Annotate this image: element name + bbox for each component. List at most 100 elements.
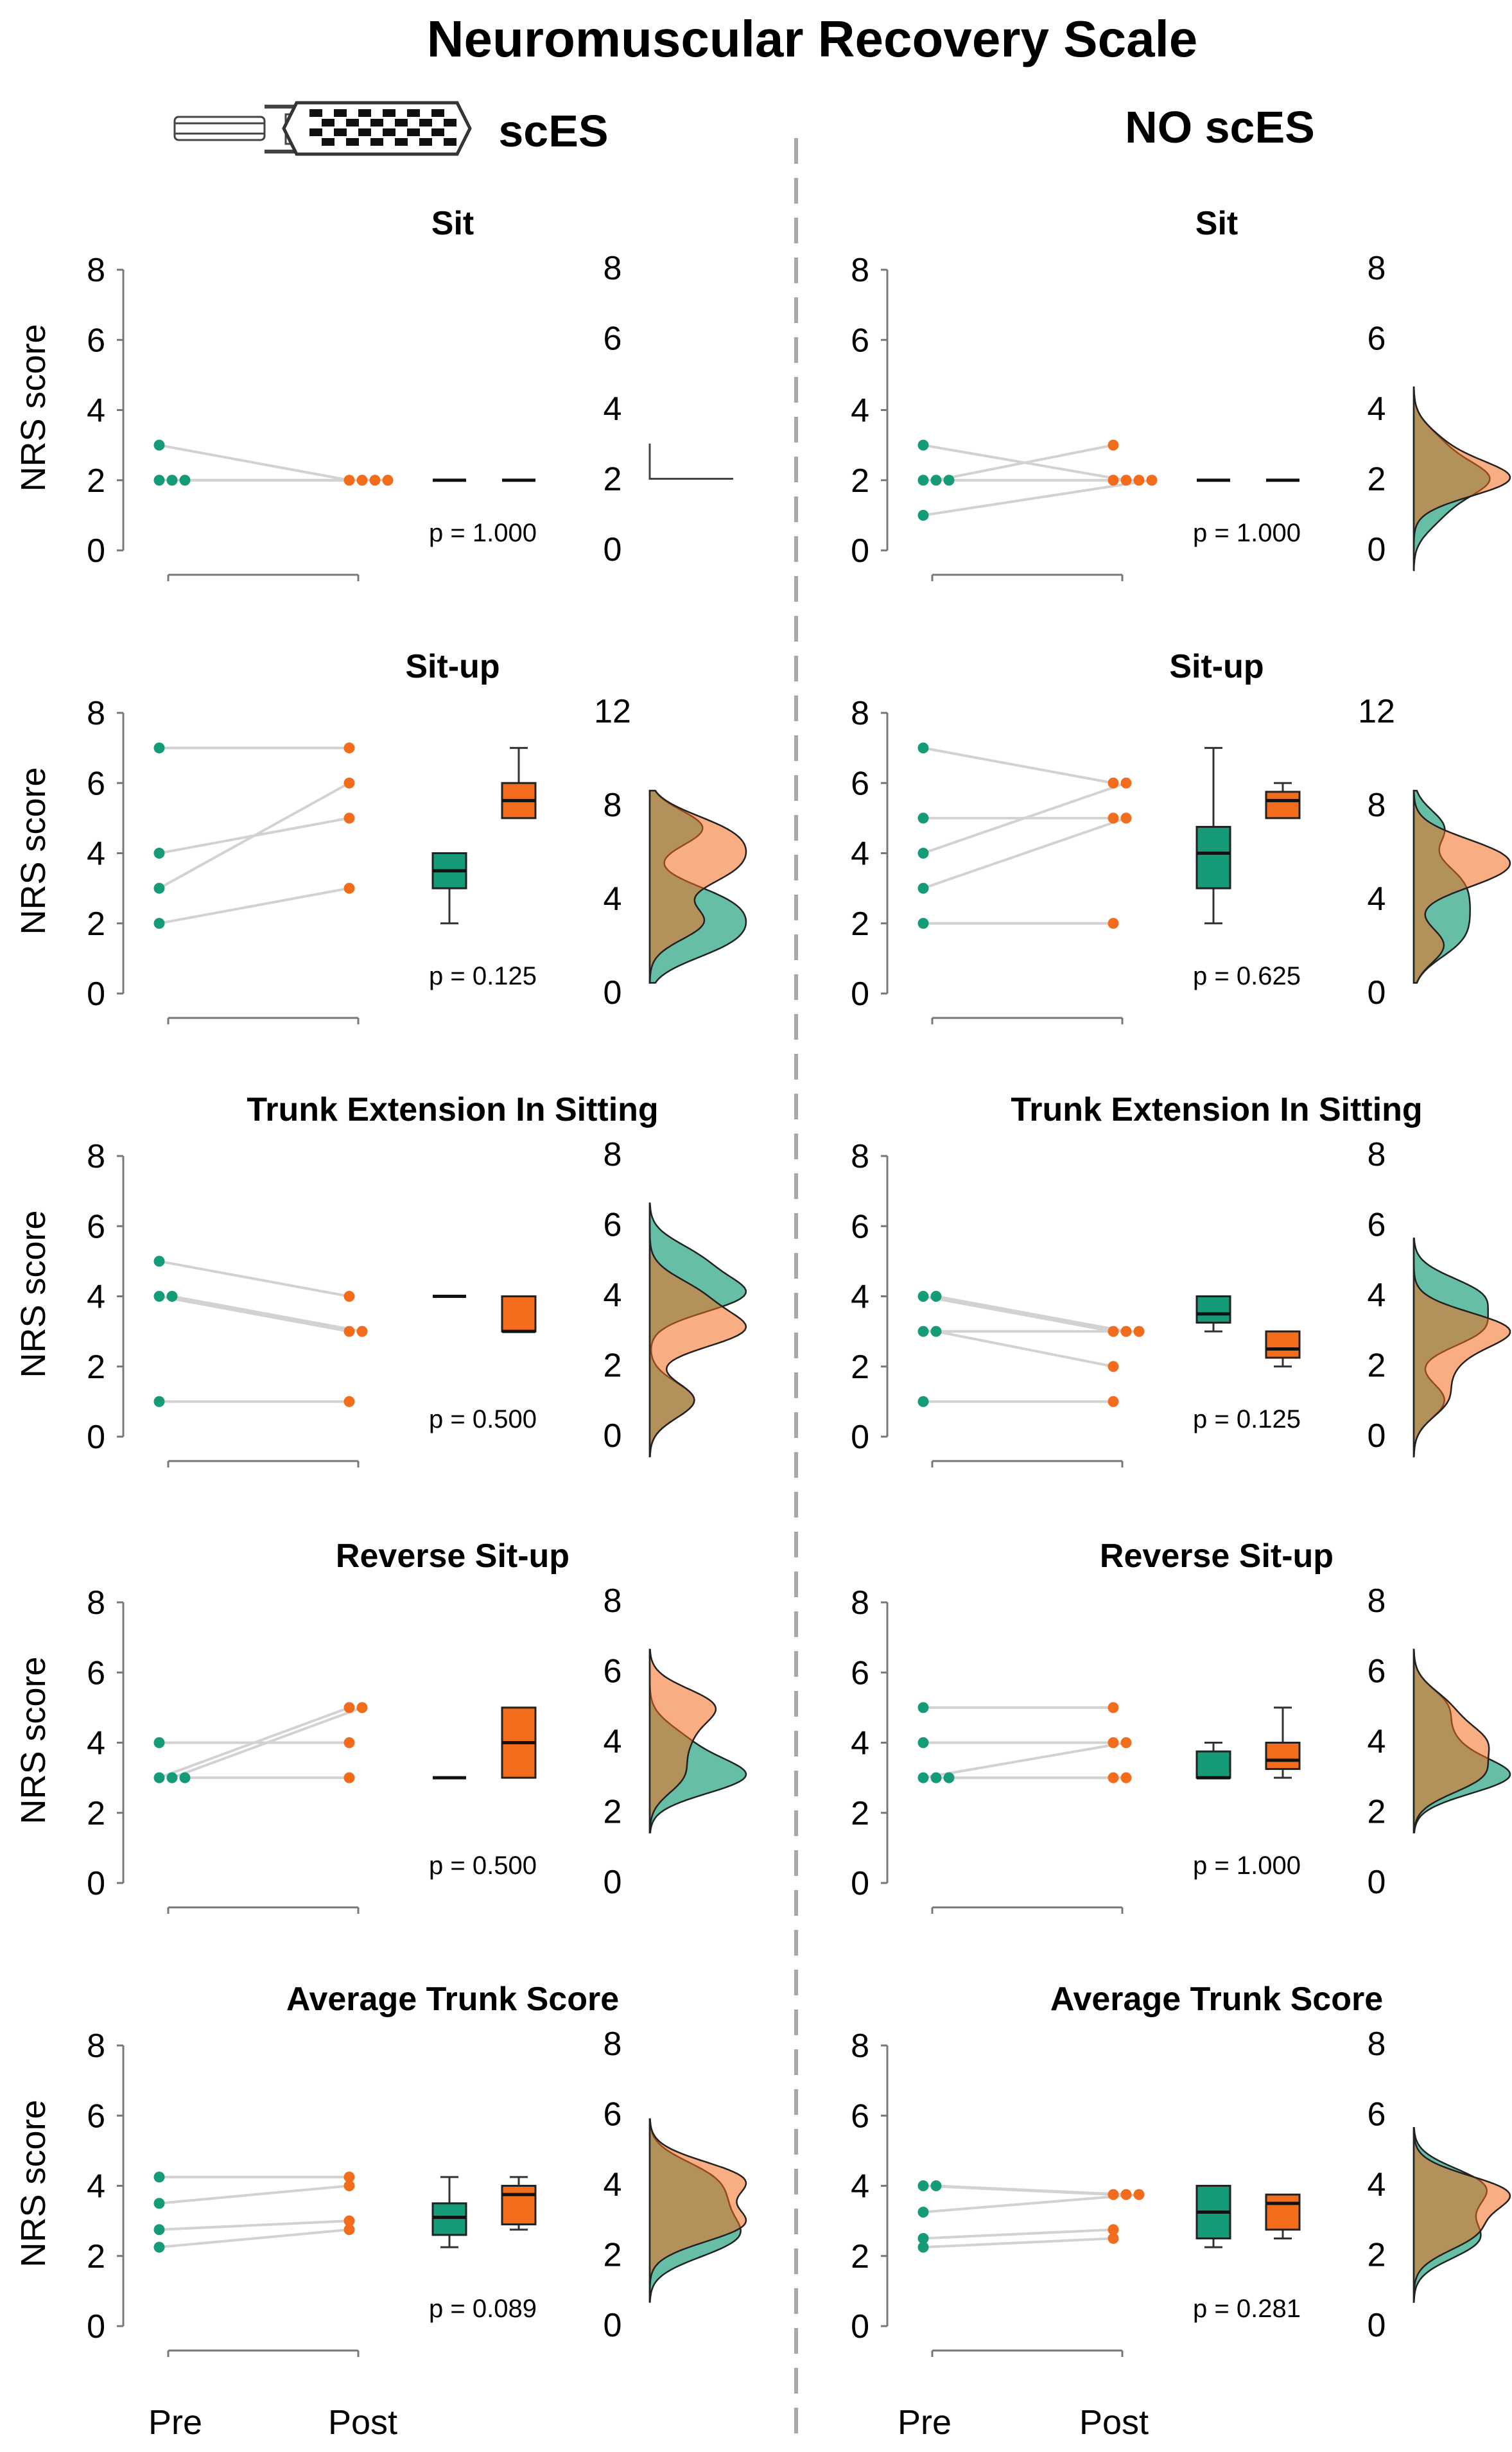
dist-tick-label: 4 [1368,880,1386,918]
post-point [1108,1361,1119,1372]
y-tick-label: 2 [87,1349,105,1386]
post-point [1108,1326,1119,1337]
dist-tick-label: 0 [604,531,622,568]
pre-point [943,475,955,486]
electrode-dot [395,138,408,146]
y-tick-label: 6 [87,322,105,359]
dist-tick-label: 6 [604,320,622,358]
pre-point [917,2180,929,2191]
x-tick-pre-left: Pre [148,2403,202,2442]
y-tick-label: 8 [851,695,869,732]
pre-point [153,2198,165,2209]
post-point [1133,2189,1145,2200]
y-tick-label: 4 [87,1725,105,1762]
panel-no-scES-reverse-sit-up: Reverse Sit-up 0 2 4 6 8 p = 1.000 0 2 4 6 8 [851,1537,1511,1914]
panel-no-scES-average-trunk-score: Average Trunk Score 0 2 4 6 8 p = 0.281 0 2 4 6 8 [851,1981,1511,2357]
pre-box [1195,1295,1231,1324]
pre-point [917,2241,929,2253]
y-tick-label: 4 [851,392,869,430]
y-tick-label: 0 [851,1865,869,1902]
post-point [1120,812,1132,824]
pre-point [917,2206,929,2218]
post-point [1120,475,1132,486]
dist-tick-label: 12 [594,693,631,730]
electrode-dot [419,119,432,127]
y-tick-label: 2 [851,1795,869,1832]
y-tick-label: 0 [87,976,105,1013]
y-tick-label: 8 [851,1584,869,1622]
post-density [1412,1649,1490,1834]
post-density [1412,386,1511,570]
paired-line [935,2184,1127,2196]
scES-device-icon [173,101,472,156]
paired-line [923,1741,1127,1780]
dist-tick-label: 4 [604,1277,622,1314]
dist-tick-label: 0 [604,1864,622,1901]
dist-tick-label: 8 [604,250,622,287]
electrode-dot [358,128,371,136]
post-box [1265,1330,1301,1359]
p-value: p = 0.500 [429,1405,537,1433]
dist-tick-label: 8 [1368,1136,1386,1173]
paired-line [923,2237,1114,2249]
y-tick-label: 8 [87,695,105,732]
electrode-dot [309,109,322,117]
paired-line [923,2193,1140,2214]
y-axis-label: NRS score [14,1656,53,1824]
panel-no-scES-sit-up: Sit-up 0 2 4 6 8 p = 0.625 0 4 8 12 [851,648,1511,1024]
pre-point [930,475,942,486]
p-value: p = 0.281 [1193,2295,1301,2323]
panels: Sit NRS score 0 2 4 6 8 p = 1.000 0 2 4 6 8 Sit 0 2 4 6 8 p… [14,205,1511,2357]
pre-point [917,475,929,486]
post-box [1265,791,1301,819]
y-tick-label: 8 [851,2027,869,2065]
dist-tick-label: 0 [1368,2307,1386,2344]
electrode-dot [322,119,335,127]
pre-point [917,882,929,894]
post-point [1108,1737,1119,1748]
post-point [369,475,381,486]
paired-line [159,2220,350,2231]
post-point [1108,1702,1119,1713]
y-tick-label: 2 [87,2238,105,2275]
y-tick-label: 8 [87,1584,105,1622]
post-box [1265,2193,1301,2231]
dist-tick-label: 2 [604,461,622,498]
post-point [382,475,394,486]
panel-title: Sit-up [405,648,500,685]
pre-box [1195,826,1231,889]
group-label-no-scES: NO scES [1125,102,1315,152]
pre-point [930,1326,942,1337]
post-point [1120,1772,1132,1783]
y-tick-label: 0 [851,976,869,1013]
panel-title: Average Trunk Score [286,1981,619,2018]
y-tick-label: 6 [851,2097,869,2135]
pre-point [917,509,929,521]
panel-title: Average Trunk Score [1050,1981,1383,2018]
electrode-dot [431,109,444,117]
dist-tick-label: 0 [604,1417,622,1455]
post-point [1146,475,1158,486]
post-point [1108,439,1119,451]
y-tick-label: 4 [851,1725,869,1762]
post-point [343,882,355,894]
dist-tick-label: 4 [604,1723,622,1760]
post-point [356,1702,368,1713]
pre-box [431,2202,467,2236]
paired-line [159,1295,350,1333]
paired-line [923,816,1127,890]
dist-tick-label: 6 [604,1653,622,1690]
dist-tick-label: 4 [604,880,622,918]
dist-tick-label: 4 [1368,1723,1386,1760]
dist-tick-label: 4 [604,390,622,428]
pre-point [153,1772,165,1783]
post-density [648,1649,717,1834]
electrode-dot [444,138,456,146]
pre-point [153,1256,165,1267]
dist-tick-label: 2 [1368,1794,1386,1831]
electrode-dot [407,128,420,136]
pre-point [930,1772,942,1783]
post-box [501,1295,537,1333]
post-point [1108,1396,1119,1407]
